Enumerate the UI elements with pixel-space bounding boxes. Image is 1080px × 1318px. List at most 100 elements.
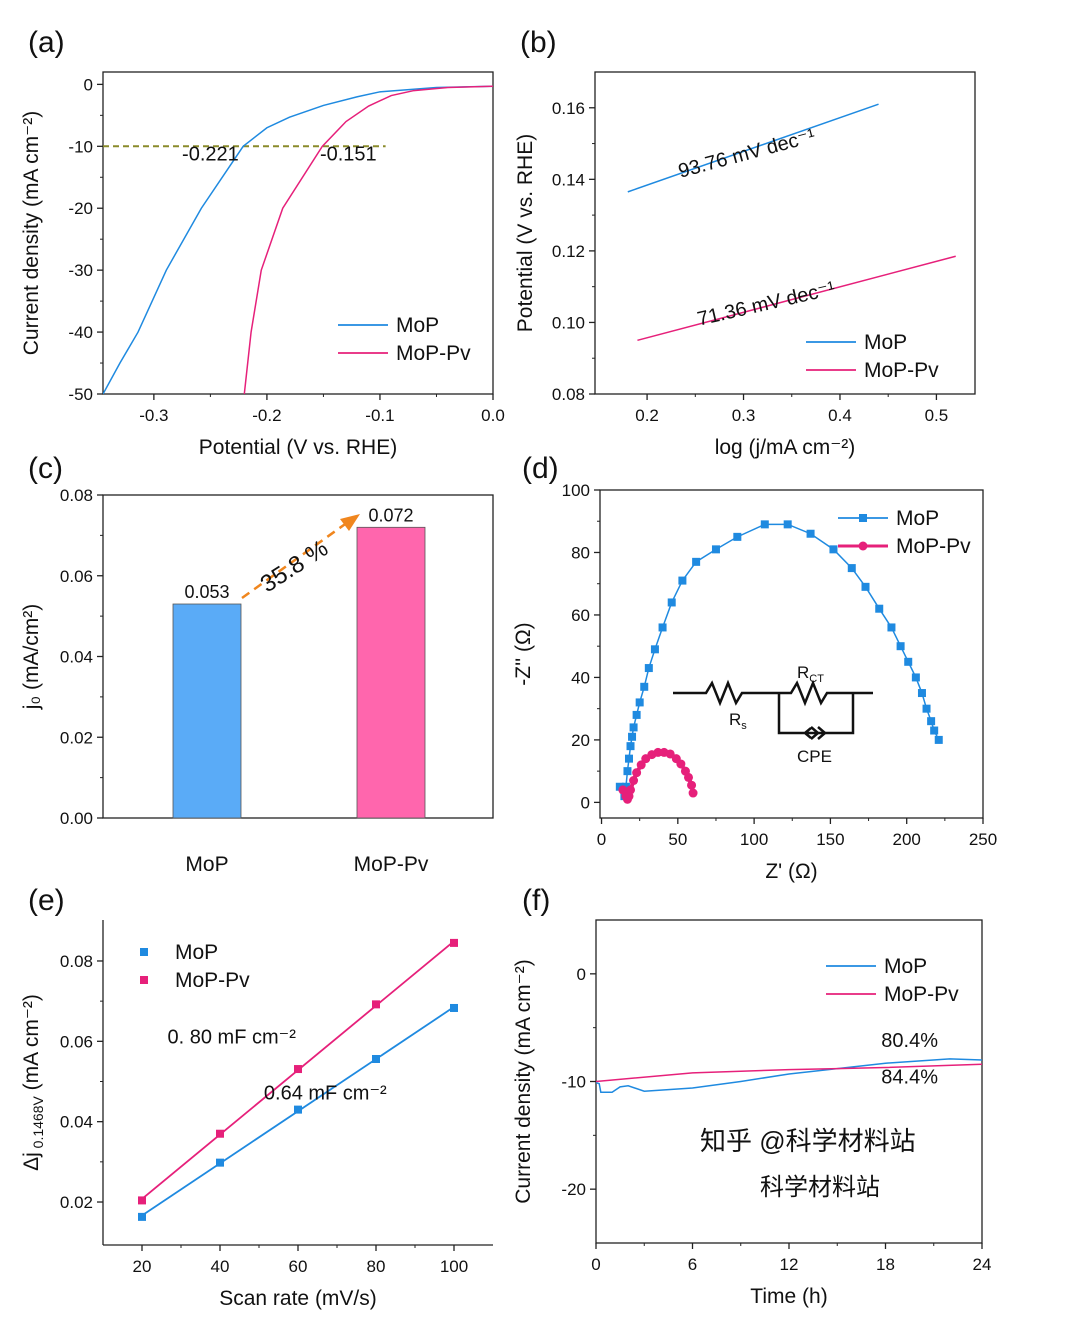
y-tick-label: -30 — [68, 261, 93, 280]
series-mop-pv-point — [676, 759, 686, 769]
y-axis-label: Current density (mA cm⁻²) — [512, 959, 535, 1203]
y-tick-label: -10 — [68, 137, 93, 156]
x-axis-label: Time (h) — [750, 1285, 827, 1308]
series-mop-pv-point — [138, 1196, 146, 1205]
x-tick-label: 0.4 — [828, 406, 852, 425]
plot-frame — [102, 494, 494, 819]
y-label-sub: 0.1468V — [30, 1096, 46, 1153]
x-tick-label: 60 — [289, 1257, 308, 1276]
series-mop-point — [861, 582, 870, 591]
series-mop-point — [626, 742, 635, 751]
data-annotation: 0.64 mF cm⁻² — [264, 1083, 387, 1105]
rct-label: RCT — [797, 663, 824, 685]
y-tick-label: 0 — [581, 793, 590, 812]
y-axis-label: Δj 0.1468V (mA cm⁻²) — [20, 994, 46, 1171]
y-tick-label: 0.10 — [552, 313, 585, 332]
series-mop-point — [927, 717, 936, 726]
series-mop-point — [930, 726, 939, 735]
series-mop-point — [450, 1003, 458, 1012]
panel-label: (c) — [28, 452, 63, 485]
bar-mop — [172, 603, 242, 819]
series-mop-point — [875, 604, 884, 613]
x-tick-label: 100 — [440, 1257, 468, 1276]
x-tick-label: 20 — [133, 1257, 152, 1276]
y-axis-label: j₀ (mA/cm²) — [20, 604, 43, 711]
x-tick-label: 0.5 — [925, 406, 949, 425]
x-tick-label: 150 — [816, 830, 844, 849]
watermark-text: 知乎 @科学材料站 — [700, 1126, 916, 1156]
y-tick-label: -20 — [68, 199, 93, 218]
y-tick-label: 20 — [571, 731, 590, 750]
y-tick-label: -10 — [561, 1073, 586, 1092]
series-mop-pv-point — [665, 749, 675, 759]
plot-frame — [594, 71, 976, 395]
panel-label: (a) — [28, 26, 65, 59]
y-tick-label: 0.04 — [60, 648, 93, 667]
data-annotation: 80.4% — [881, 1030, 938, 1052]
series-mop-point — [623, 767, 632, 776]
y-label-main: Δj — [20, 1152, 43, 1171]
series-mop-pv-point — [216, 1129, 224, 1138]
chart-panel-4: (d) 0 20 40 60 80 100 0 50 100 150 200 250 Z' (Ω) -Z''… — [512, 452, 997, 883]
series-mop-pv-point — [688, 788, 698, 798]
x-axis-label: Scan rate (mV/s) — [219, 1287, 377, 1310]
x-axis-label: Potential (V vs. RHE) — [199, 436, 397, 459]
series-mop-point — [658, 623, 667, 632]
series-mop-pv-point — [687, 780, 697, 790]
series-mop-pv-line — [637, 255, 956, 342]
series-mop-point — [294, 1105, 302, 1114]
series-mop-point — [911, 673, 920, 682]
series-mop-point — [922, 704, 931, 713]
y-axis-label: -Z'' (Ω) — [512, 622, 535, 685]
series-mop-line — [103, 85, 493, 394]
x-tick-label: 0.0 — [481, 406, 505, 425]
x-tick-label: 0.2 — [635, 406, 659, 425]
series-mop-pv-line — [243, 85, 493, 394]
series-mop-point — [138, 1212, 146, 1221]
x-tick-label: -0.2 — [252, 406, 281, 425]
data-annotation: -0.151 — [320, 144, 377, 166]
series-mop-point — [628, 732, 637, 741]
x-tick-label: 200 — [893, 830, 921, 849]
x-axis-label: log (j/mA cm⁻²) — [715, 436, 856, 459]
series-mop-pv-point — [450, 938, 458, 947]
chart-panel-2: (b) 0.08 0.10 0.12 0.14 0.16 0.2 0.3 0.4 0.5 log (… — [514, 26, 976, 459]
data-annotation: -0.221 — [182, 144, 239, 166]
legend-label-mop: MoP — [864, 331, 907, 354]
bar-value-label: 0.053 — [184, 582, 229, 602]
series-mop-point — [733, 532, 742, 541]
x-tick-label: 18 — [876, 1255, 895, 1274]
x-tick-label: 0 — [591, 1255, 600, 1274]
y-tick-label: 0.14 — [552, 170, 585, 189]
series-mop-point — [635, 698, 644, 707]
series-mop-point — [917, 689, 926, 698]
bar-mop-pv — [356, 526, 426, 819]
chart-panel-5: (e) 0.02 0.04 0.06 0.08 20 40 60 80 100 Scan rate … — [20, 884, 493, 1310]
chart-panel-1: (a) 0 -10 -20 -30 -40 -50 -0.3 -0.2 -0.1 0.0 Potent… — [20, 26, 505, 459]
rct-sub: CT — [809, 673, 824, 685]
arrow-head — [340, 514, 360, 531]
series-mop-point — [632, 710, 641, 719]
x-axis-label: Z' (Ω) — [765, 860, 817, 883]
legend-marker — [140, 976, 148, 984]
x-tick-label: 6 — [688, 1255, 697, 1274]
series-mop-point — [644, 664, 653, 673]
series-mop-pv-point — [632, 768, 642, 778]
y-tick-label: -40 — [68, 323, 93, 342]
y-axis-label: Current density (mA cm⁻²) — [20, 111, 43, 355]
y-tick-label: 100 — [562, 481, 590, 500]
y-tick-label: 0.16 — [552, 99, 585, 118]
series-mop-point — [216, 1158, 224, 1167]
x-category-label: MoP-Pv — [354, 853, 429, 876]
legend-marker — [858, 541, 868, 551]
x-tick-label: -0.3 — [139, 406, 168, 425]
plot-frame — [599, 489, 984, 819]
series-mop-pv-point — [684, 772, 694, 782]
y-tick-label: 0.12 — [552, 242, 585, 261]
x-tick-label: 0 — [597, 830, 606, 849]
series-mop-point — [711, 545, 720, 554]
y-tick-label: 0.02 — [60, 1193, 93, 1212]
series-mop-pv-point — [294, 1065, 302, 1074]
rct-main: R — [797, 663, 809, 682]
